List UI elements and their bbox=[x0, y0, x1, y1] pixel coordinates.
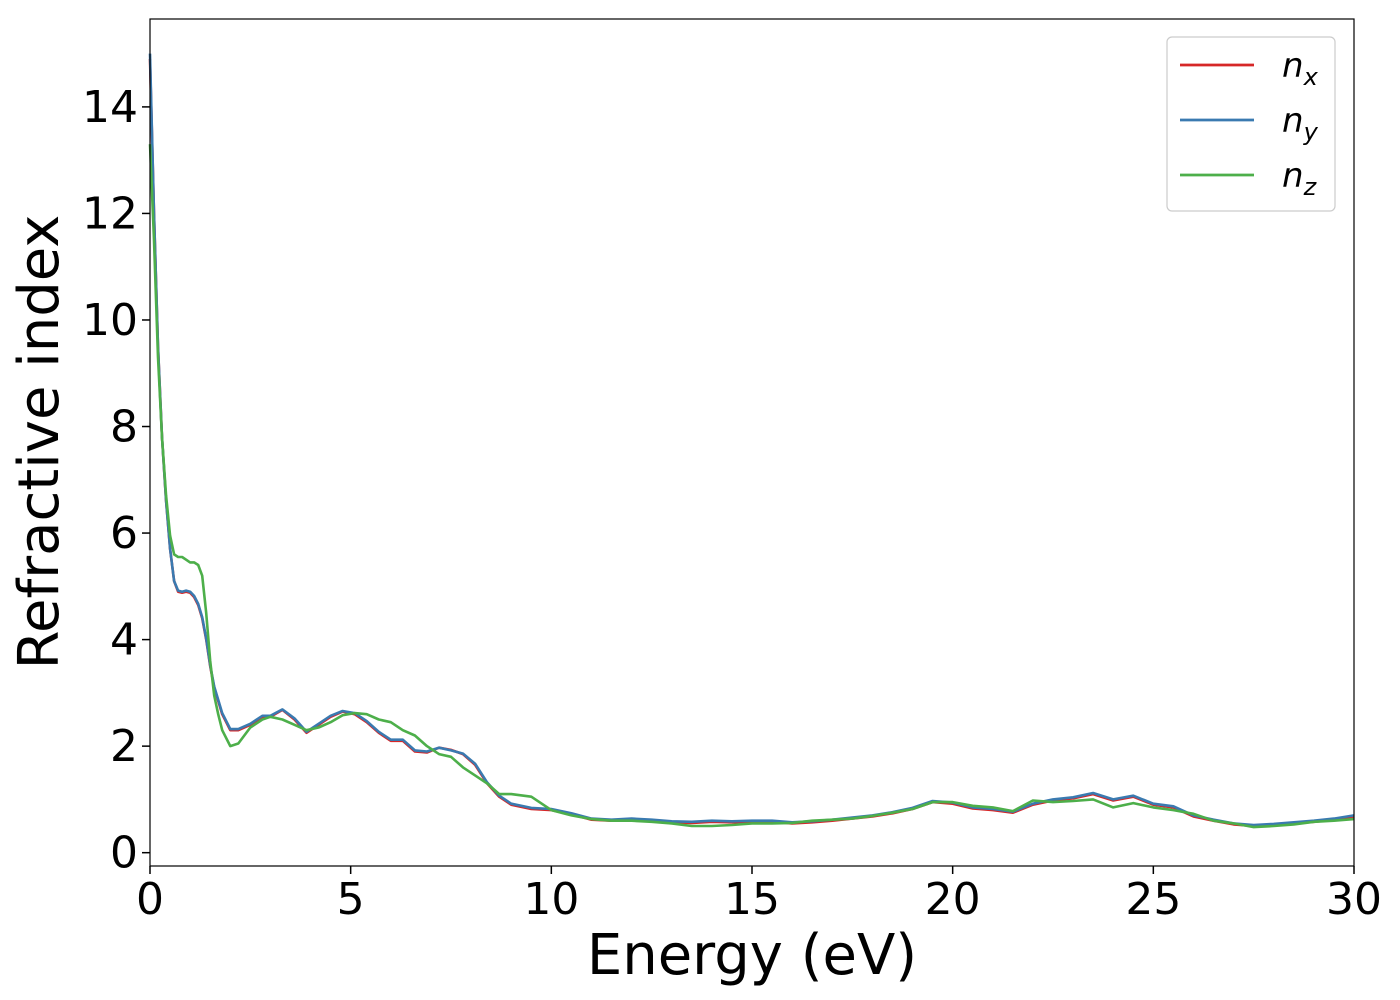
x-axis: 0 5 10 15 20 25 30 bbox=[136, 866, 1382, 925]
y-tick-label: 6 bbox=[110, 508, 138, 559]
x-tick-label: 30 bbox=[1326, 874, 1382, 925]
y-tick-label: 0 bbox=[110, 828, 138, 879]
y-axis-label: Refractive index bbox=[7, 215, 72, 670]
y-tick-label: 12 bbox=[82, 188, 138, 239]
y-tick-label: 8 bbox=[110, 402, 138, 453]
legend-label-subscript: y bbox=[1303, 118, 1319, 146]
legend-label-x: nx bbox=[1282, 46, 1319, 91]
x-tick-label: 10 bbox=[523, 874, 579, 925]
legend-box bbox=[1166, 36, 1336, 212]
x-tick-label: 25 bbox=[1125, 874, 1181, 925]
legend-label-base: n bbox=[1282, 156, 1304, 196]
legend-label-base: n bbox=[1282, 101, 1304, 141]
series-line-y bbox=[148, 53, 1355, 827]
y-tick-label: 14 bbox=[82, 82, 138, 133]
y-axis: 0 2 4 6 8 10 12 14 bbox=[82, 82, 150, 879]
series-line-z bbox=[148, 144, 1355, 829]
series-layer bbox=[148, 53, 1355, 829]
y-tick-label: 2 bbox=[110, 721, 138, 772]
x-tick-label: 20 bbox=[925, 874, 981, 925]
y-tick-label: 4 bbox=[110, 615, 138, 666]
x-axis-label: Energy (eV) bbox=[587, 923, 917, 988]
x-tick-label: 15 bbox=[724, 874, 780, 925]
y-tick-label: 10 bbox=[82, 295, 138, 346]
legend-label-base: n bbox=[1282, 46, 1304, 86]
legend-label-y: ny bbox=[1282, 101, 1319, 146]
x-tick-label: 0 bbox=[136, 874, 164, 925]
legend-label-subscript: x bbox=[1303, 63, 1319, 91]
x-tick-label: 5 bbox=[337, 874, 365, 925]
legend-label-z: nz bbox=[1282, 156, 1318, 201]
legend-label-subscript: z bbox=[1303, 173, 1318, 201]
